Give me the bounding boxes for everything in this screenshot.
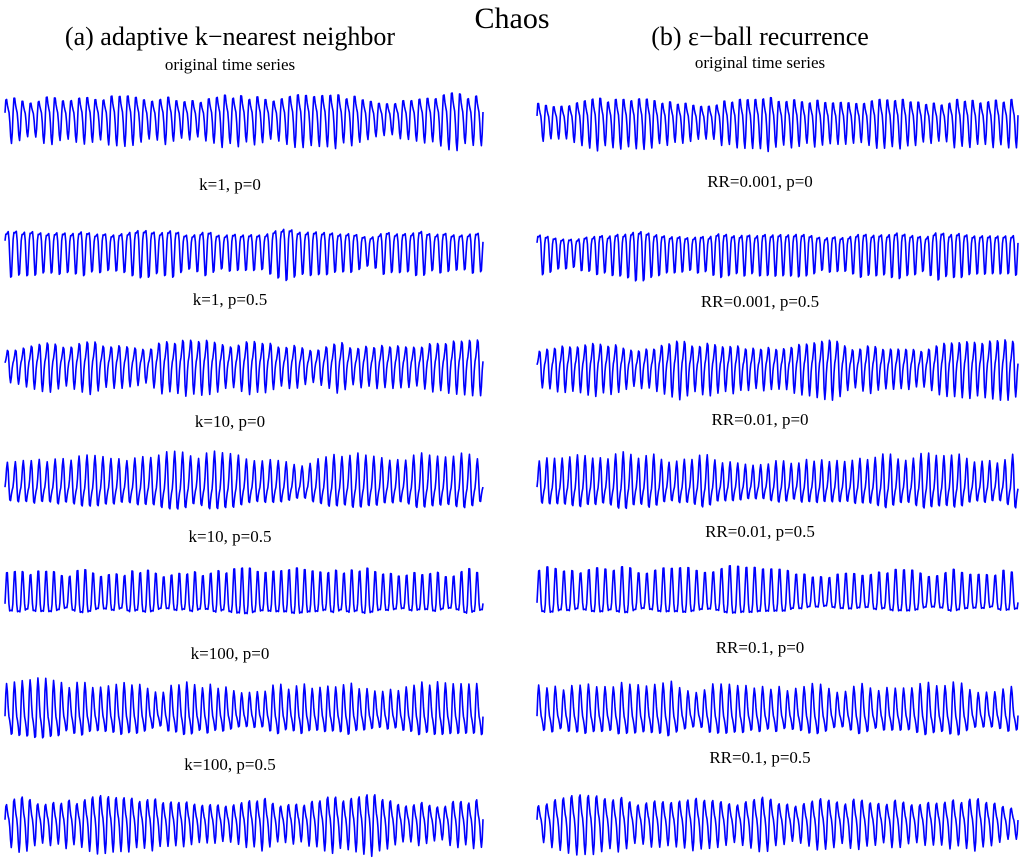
panel-label-a-3: k=10, p=0 — [194, 412, 266, 431]
panel-label-a-6: k=100, p=0.5 — [184, 755, 276, 774]
panel-label-b-5: RR=0.1, p=0 — [715, 638, 805, 657]
column-b-title: (b) ε−ball recurrence — [651, 22, 869, 51]
series-line-b-3 — [536, 451, 1019, 510]
series-line-a-3 — [4, 450, 484, 510]
panel-label-b-0: original time series — [694, 53, 826, 72]
series-line-b-1 — [536, 230, 1019, 282]
panel-label-b-6: RR=0.1, p=0.5 — [709, 748, 811, 767]
column-a-title: (a) adaptive k−nearest neighbor — [64, 22, 396, 51]
series-line-a-2 — [4, 339, 484, 397]
series-line-a-0 — [4, 92, 484, 152]
series-line-b-4 — [536, 565, 1019, 614]
series-line-b-2 — [536, 339, 1019, 402]
panel-label-a-5: k=100, p=0 — [190, 644, 270, 663]
series-line-b-6 — [536, 794, 1019, 856]
panel-label-b-3: RR=0.01, p=0 — [711, 410, 809, 429]
series-line-a-6 — [4, 794, 484, 858]
panel-label-b-2: RR=0.001, p=0.5 — [700, 292, 820, 311]
series-line-b-5 — [536, 680, 1019, 737]
panel-label-a-4: k=10, p=0.5 — [188, 527, 272, 546]
figure-title: Chaos — [474, 2, 550, 35]
series-line-b-0 — [536, 96, 1019, 153]
panel-label-b-4: RR=0.01, p=0.5 — [705, 522, 815, 541]
panel-label-b-1: RR=0.001, p=0 — [707, 172, 813, 191]
panel-label-a-0: original time series — [164, 55, 296, 74]
series-line-a-5 — [4, 677, 484, 739]
series-line-a-4 — [4, 567, 484, 615]
series-line-a-1 — [4, 228, 484, 282]
panel-label-a-2: k=1, p=0.5 — [192, 290, 268, 309]
panel-label-a-1: k=1, p=0 — [199, 175, 261, 194]
